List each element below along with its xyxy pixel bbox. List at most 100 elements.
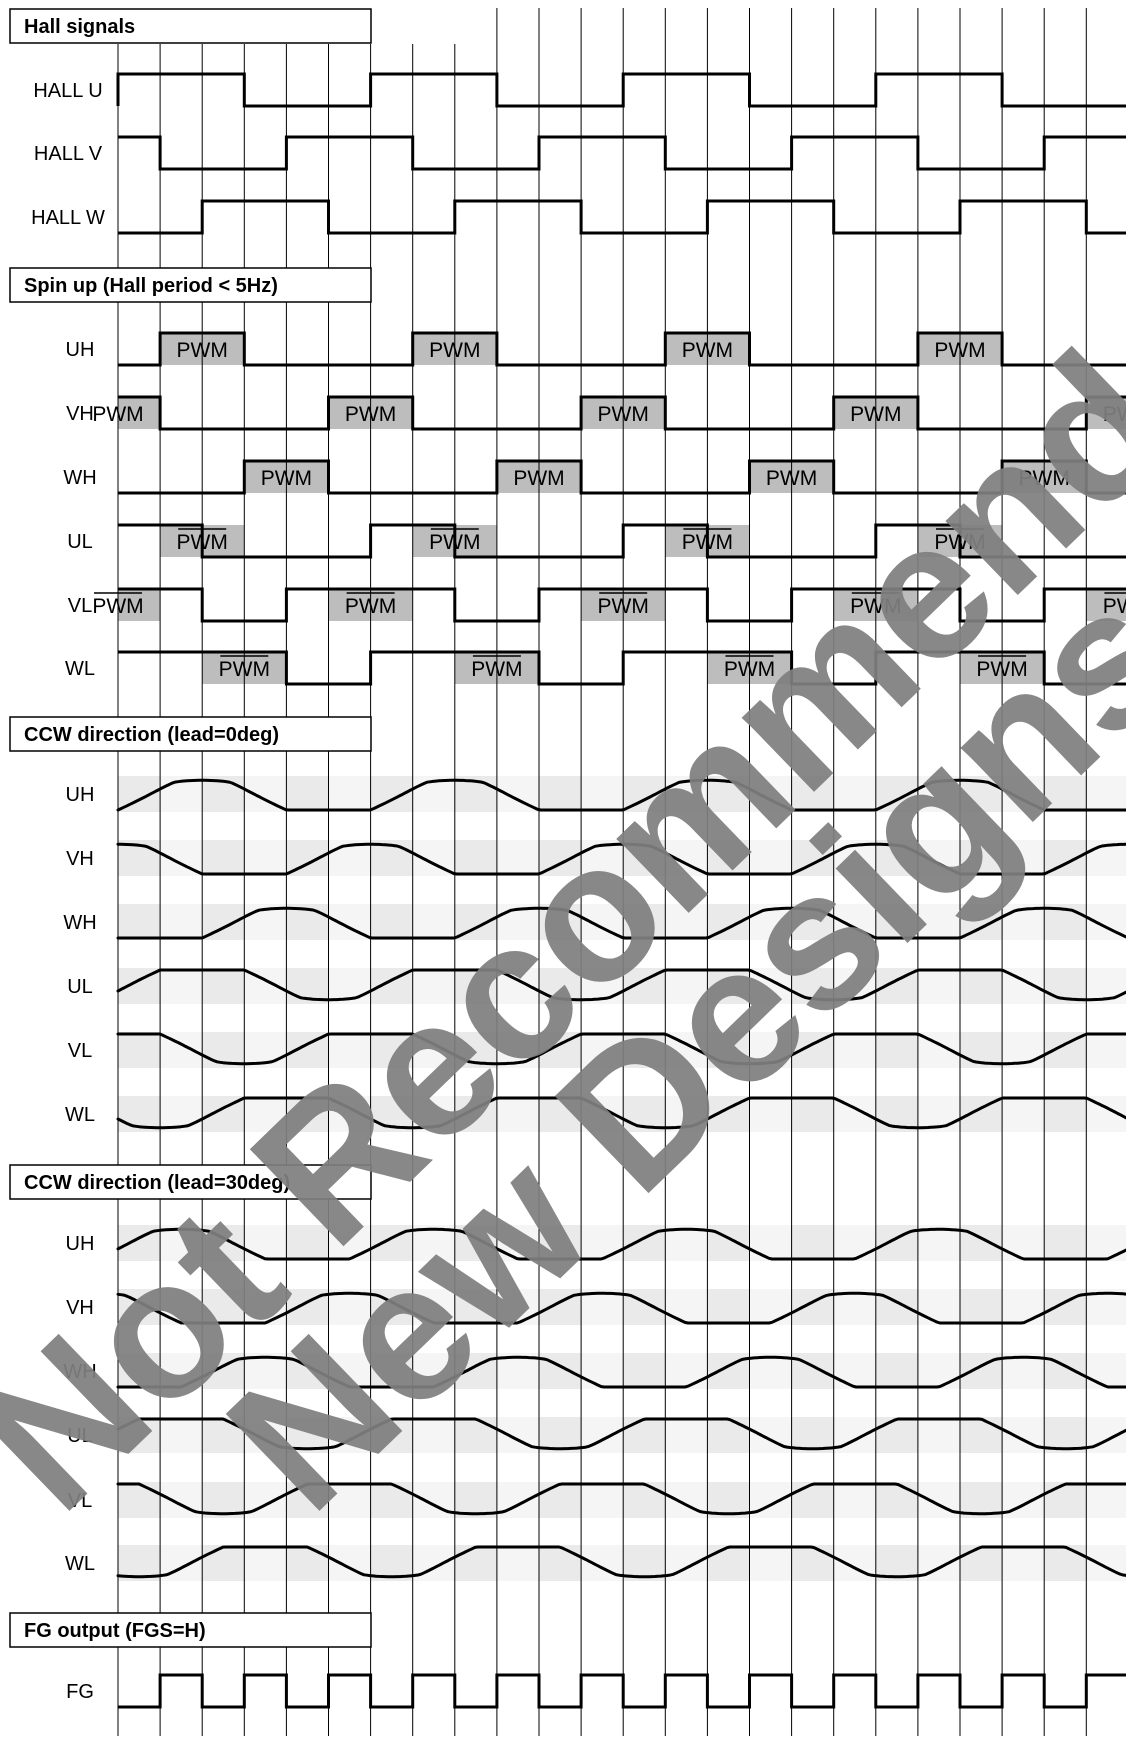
signal-label: HALL W <box>31 207 105 229</box>
sine-band <box>244 1289 287 1325</box>
sine-band <box>749 1545 792 1581</box>
sine-band <box>833 1353 876 1389</box>
sine-band <box>917 1353 960 1389</box>
sine-band <box>749 1225 792 1261</box>
sine-band <box>539 1482 582 1518</box>
sine-band <box>1002 1289 1045 1325</box>
signal-label: VH <box>66 848 94 870</box>
sine-band <box>286 1482 329 1518</box>
sine-band <box>791 1225 834 1261</box>
sine-band <box>960 1417 1003 1453</box>
sine-band <box>581 1032 624 1068</box>
pwm-label: PWM <box>1103 403 1126 426</box>
sine-band <box>160 1417 203 1453</box>
sine-band <box>917 968 960 1004</box>
waveforms <box>116 72 1126 1709</box>
sine-band <box>202 1545 245 1581</box>
sine-band <box>917 904 960 940</box>
sine-band <box>1086 1225 1126 1261</box>
signal-label: WL <box>65 1104 95 1126</box>
signal-label: WL <box>65 1553 95 1575</box>
section-title: CCW direction (lead=30deg) <box>24 1172 290 1194</box>
signal-label: VH <box>66 1297 94 1319</box>
sine-band <box>496 1096 539 1132</box>
sine-band <box>412 968 455 1004</box>
sine-band <box>1044 1096 1087 1132</box>
signal-label: UH <box>66 784 95 806</box>
sine-band <box>665 904 708 940</box>
sine-band <box>623 1482 666 1518</box>
sine-band <box>833 1032 876 1068</box>
signal-label: WH <box>63 1361 96 1383</box>
sine-band <box>1086 1482 1126 1518</box>
sine-band <box>412 904 455 940</box>
sine-band <box>917 1289 960 1325</box>
sine-band <box>496 1289 539 1325</box>
sine-band <box>244 1096 287 1132</box>
signal-label: VL <box>68 1040 92 1062</box>
sine-band <box>707 968 750 1004</box>
sine-band <box>623 1417 666 1453</box>
wh-spinup-wave <box>118 459 1126 495</box>
sine-band <box>833 776 876 812</box>
signal-label: UL <box>67 1425 93 1447</box>
sine-band <box>665 1353 708 1389</box>
ul-lead30-wave <box>116 1417 1126 1451</box>
sine-band <box>1002 1225 1045 1261</box>
sine-band <box>581 1482 624 1518</box>
sine-band <box>160 968 203 1004</box>
sine-band <box>118 1032 161 1068</box>
signal-label: UH <box>66 339 95 361</box>
section-title: Spin up (Hall period < 5Hz) <box>24 275 278 297</box>
section-title: CCW direction (lead=0deg) <box>24 724 279 746</box>
sine-band <box>960 1545 1003 1581</box>
sine-band <box>412 1289 455 1325</box>
sine-band <box>623 1032 666 1068</box>
signal-label: WH <box>63 467 96 489</box>
sine-band <box>539 1096 582 1132</box>
pwm-box <box>1086 397 1126 429</box>
vl-spinup-wave <box>118 587 1126 623</box>
signal-label: WH <box>63 912 96 934</box>
sine-band <box>244 1545 287 1581</box>
sine-band <box>244 1225 287 1261</box>
sine-band <box>1086 776 1126 812</box>
sine-band <box>286 1545 329 1581</box>
sine-band <box>665 1289 708 1325</box>
sine-band <box>496 840 539 876</box>
signal-label: UL <box>67 531 93 553</box>
sine-band <box>370 1353 413 1389</box>
pwm-box <box>1086 589 1126 621</box>
sine-band <box>875 1417 918 1453</box>
sine-band <box>581 776 624 812</box>
section-header-box <box>9 8 372 44</box>
sine-band <box>791 1482 834 1518</box>
sine-band <box>875 1032 918 1068</box>
sine-band <box>581 1353 624 1389</box>
sine-band <box>454 1545 497 1581</box>
signal-label: VH <box>66 403 94 425</box>
pwm-box <box>118 589 161 621</box>
sine-band <box>833 1482 876 1518</box>
sine-band <box>875 1353 918 1389</box>
sine-band <box>454 1289 497 1325</box>
sine-band <box>160 1353 203 1389</box>
sine-band <box>539 1225 582 1261</box>
sine-band <box>328 1032 371 1068</box>
section-header-box <box>9 267 372 303</box>
signal-label: UL <box>67 976 93 998</box>
signal-label: FG <box>66 1681 94 1703</box>
sine-band <box>118 1417 161 1453</box>
vl-lead0-wave <box>116 1032 1126 1066</box>
sine-band <box>496 1545 539 1581</box>
sine-band <box>118 1353 161 1389</box>
signal-label: UH <box>66 1233 95 1255</box>
sine-band <box>1086 1032 1126 1068</box>
sine-band <box>160 904 203 940</box>
sine-band <box>328 1225 371 1261</box>
section-header-box <box>9 716 372 752</box>
section-title: Hall signals <box>24 16 135 38</box>
sine-band <box>875 904 918 940</box>
sine-band <box>454 1417 497 1453</box>
